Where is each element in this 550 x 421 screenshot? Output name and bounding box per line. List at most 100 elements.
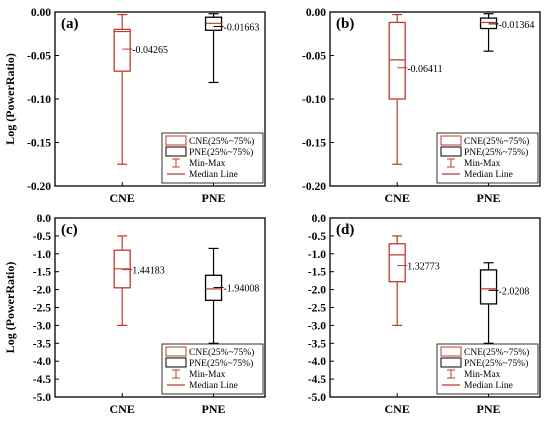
panel-a: 0.00 -0.05 -0.10 -0.15 -0.20 CNE PNE Log (Power… [3, 7, 266, 205]
legend-swatch-pne [165, 146, 187, 157]
annotation-label: 1.44183 [132, 266, 165, 277]
annotation-label: -1.94008 [224, 283, 260, 294]
x-tick-label: CNE [385, 191, 410, 205]
iqr-box [479, 269, 498, 305]
y-tick-label: -0.15 [27, 138, 51, 150]
legend-label-median: Median Line [464, 381, 513, 391]
y-axis-label: Log (PowerRatio) [3, 262, 17, 354]
y-tick-label: -2.5 [33, 303, 51, 315]
legend-label-pne: PNE(25%~75%) [464, 147, 528, 158]
legend-label-minmax: Min-Max [189, 159, 226, 169]
panel-label: (d) [336, 222, 354, 238]
panel-b: 0.00 -0.05 -0.10 -0.15 -0.20 CNE PNE (b) -0.0641… [302, 7, 541, 205]
annotation-label: -0.04265 [132, 45, 168, 56]
legend-label-cne: CNE(25%~75%) [464, 347, 529, 358]
box-pne: -0.01364 [479, 13, 535, 52]
legend-label-pne: PNE(25%~75%) [189, 358, 253, 369]
annotation-label: -0.01364 [499, 20, 535, 31]
legend-label-minmax: Min-Max [464, 370, 501, 380]
y-tick-label: -0.5 [308, 231, 326, 243]
y-axis-label: Log (PowerRatio) [3, 53, 17, 145]
y-tick-label: -0.15 [302, 138, 326, 150]
iqr-box [479, 17, 498, 30]
y-tick-label: 0.00 [31, 7, 51, 19]
y-tick-label: -0.20 [27, 181, 51, 193]
y-tick-label: -4.5 [308, 374, 326, 386]
y-tick-label: -0.05 [302, 51, 326, 63]
y-tick-label: -4.5 [33, 374, 51, 386]
box-pne: -2.0208 [479, 262, 530, 344]
legend-swatch-cne [440, 346, 462, 357]
panel-d: 0.0 -0.5 -1.0 -1.5 -2.0 -2.5 -3.0 -3.5 -4.0 -4.5 -… [308, 213, 541, 416]
legend-swatch-pne [165, 357, 187, 368]
iqr-box [113, 28, 131, 72]
box-cne: -0.06411 [388, 14, 443, 165]
legend-label-pne: PNE(25%~75%) [189, 147, 253, 158]
panel-label: (a) [61, 16, 79, 32]
y-tick-label: -5.0 [308, 392, 326, 404]
box-cne: -0.04265 [113, 14, 168, 165]
legend-label-median: Median Line [464, 170, 513, 180]
legend-label-minmax: Min-Max [464, 159, 501, 169]
y-tick-label: -2.5 [308, 303, 326, 315]
panel-c: 0.0 -0.5 -1.0 -1.5 -2.0 -2.5 -3.0 -3.5 -4.0 -4.5 -… [3, 213, 266, 416]
y-tick-label: -5.0 [33, 392, 51, 404]
y-tick-label: -4.0 [308, 356, 326, 368]
legend-swatch-cne [165, 346, 187, 357]
y-tick-label: -1.0 [33, 249, 51, 261]
legend-label-median: Median Line [189, 381, 238, 391]
legend-label-minmax: Min-Max [189, 370, 226, 380]
y-tick-label: 0.0 [312, 213, 327, 225]
legend-swatch-cne [440, 135, 462, 146]
x-tick-label: CNE [110, 191, 135, 205]
y-tick-label: -0.5 [33, 231, 51, 243]
box-cne: 1.32773 [388, 235, 440, 326]
y-tick-label: -0.05 [27, 51, 51, 63]
y-tick-label: -1.0 [308, 249, 326, 261]
y-tick-label: 0.00 [306, 7, 326, 19]
box-pne: -0.01663 [204, 13, 260, 84]
y-tick-label: -3.0 [33, 320, 51, 332]
panel-label: (b) [336, 16, 354, 32]
legend-label-median: Median Line [189, 170, 238, 180]
annotation-label: -2.0208 [499, 286, 530, 297]
legend-swatch-pne [440, 146, 462, 157]
x-tick-label: CNE [385, 402, 410, 416]
y-tick-label: -2.0 [308, 285, 326, 297]
y-tick-label: -1.5 [33, 267, 51, 279]
y-tick-label: -3.5 [308, 338, 326, 350]
legend-label-cne: CNE(25%~75%) [189, 347, 254, 358]
x-tick-label: PNE [202, 402, 226, 416]
annotation-label: 1.32773 [407, 262, 440, 273]
annotation-label: -0.01663 [224, 22, 260, 33]
legend-swatch-pne [440, 357, 462, 368]
y-tick-label: -3.5 [33, 338, 51, 350]
annotation-label: -0.06411 [407, 64, 442, 75]
y-tick-label: -3.0 [308, 320, 326, 332]
y-tick-label: -4.0 [33, 356, 51, 368]
legend-label-cne: CNE(25%~75%) [464, 136, 529, 147]
legend-label-pne: PNE(25%~75%) [464, 358, 528, 369]
y-tick-label: -2.0 [33, 285, 51, 297]
x-tick-label: CNE [110, 402, 135, 416]
x-tick-label: PNE [477, 402, 501, 416]
iqr-box [388, 243, 406, 283]
y-tick-label: 0.0 [37, 213, 52, 225]
box-cne: 1.44183 [113, 235, 165, 326]
y-tick-label: -0.10 [302, 94, 326, 106]
y-tick-label: -0.10 [27, 94, 51, 106]
y-tick-label: -0.20 [302, 181, 326, 193]
legend-label-cne: CNE(25%~75%) [189, 136, 254, 147]
x-tick-label: PNE [477, 191, 501, 205]
legend-swatch-cne [165, 135, 187, 146]
box-pne: -1.94008 [204, 247, 260, 344]
y-tick-label: -1.5 [308, 267, 326, 279]
iqr-box [388, 21, 406, 100]
x-tick-label: PNE [202, 191, 226, 205]
panel-label: (c) [61, 222, 78, 238]
